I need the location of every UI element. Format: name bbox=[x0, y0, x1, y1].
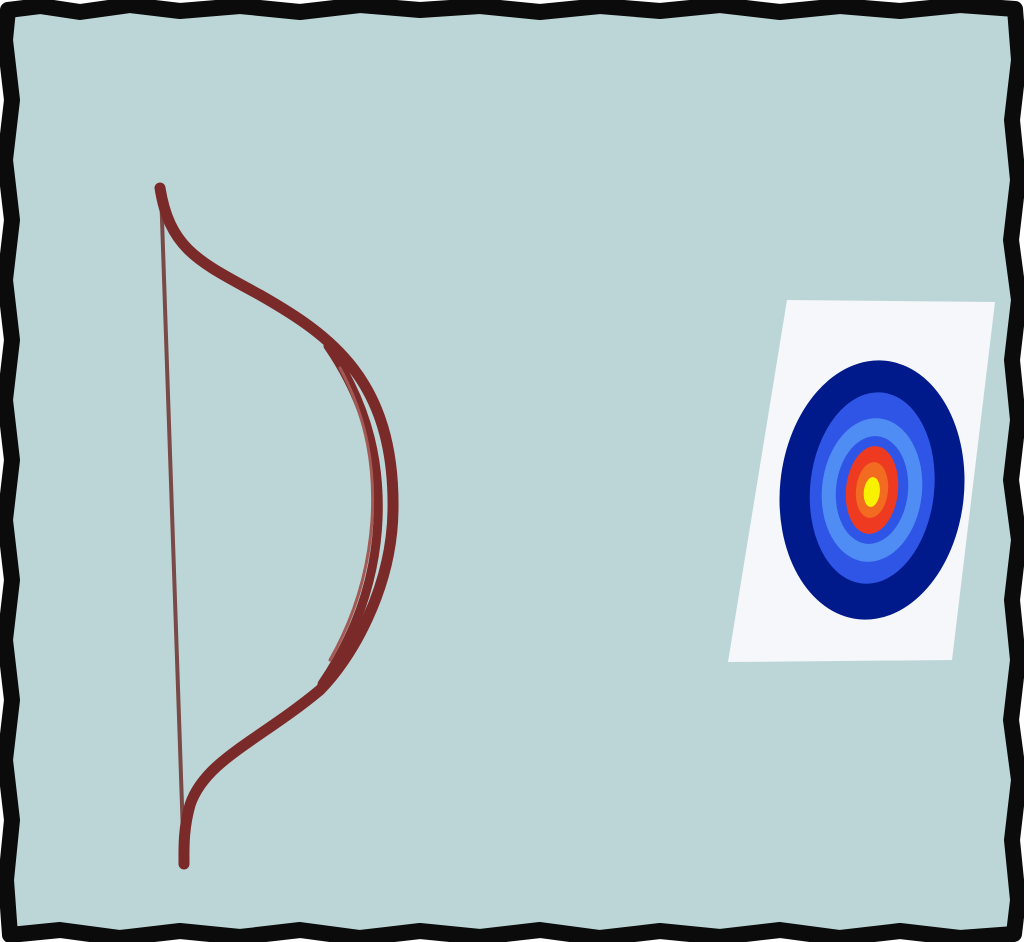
target-bullseye bbox=[863, 477, 880, 507]
bow-grip-highlight bbox=[328, 366, 375, 662]
archery-target-icon[interactable] bbox=[728, 300, 995, 662]
bow-string bbox=[159, 188, 186, 866]
bow-grip bbox=[317, 341, 383, 689]
bow-icon[interactable] bbox=[154, 182, 399, 870]
bow-limb bbox=[154, 182, 399, 870]
